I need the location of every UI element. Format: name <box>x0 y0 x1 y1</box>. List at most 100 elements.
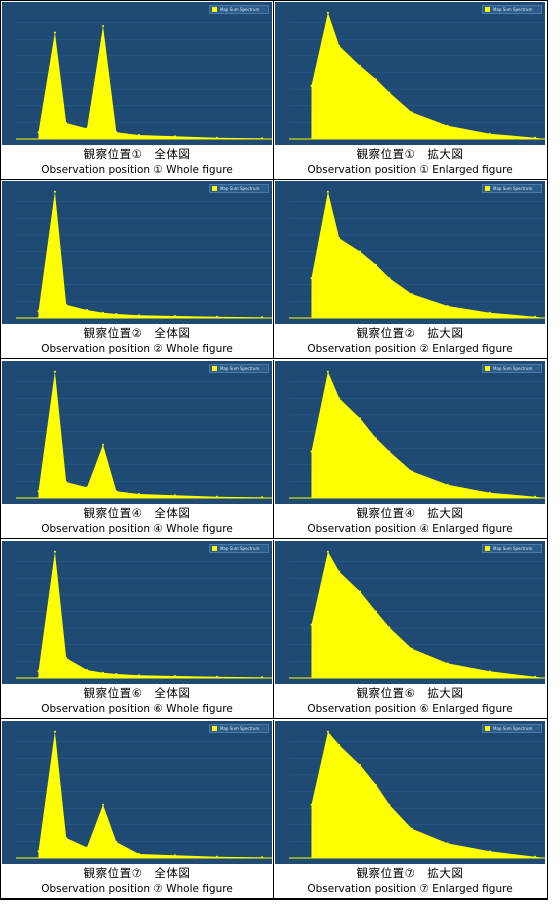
spectrum-point <box>375 783 377 786</box>
spectrum-point <box>338 397 341 400</box>
legend-swatch <box>212 7 217 12</box>
spectrum-point <box>215 675 218 678</box>
caption-japanese: 観察位置④ 拡大図 <box>356 506 464 520</box>
spectrum-point <box>102 443 104 446</box>
spectrum-panel: Map Sum Spectrum 観察位置⑥ 全体図 Observation pos… <box>1 540 274 719</box>
spectrum-area <box>311 12 545 140</box>
spectrum-point <box>86 309 88 311</box>
panel-caption: 観察位置⑦ 拡大図 Observation position ⑦ Enlarged… <box>274 865 546 898</box>
spectrum-point <box>215 495 218 498</box>
legend-swatch <box>485 7 490 12</box>
legend-label: Map Sum Spectrum <box>220 366 260 371</box>
spectrum-point <box>375 437 377 440</box>
spectrum-svg <box>289 550 545 679</box>
spectrum-point <box>37 850 40 853</box>
spectrum-point <box>53 31 56 34</box>
spectrum-point <box>115 490 118 493</box>
caption-english: Observation position ② Enlarged figure <box>307 343 513 355</box>
spectrum-panel: Map Sum Spectrum 観察位置⑦ 全体図 Observation pos… <box>1 720 274 899</box>
caption-english: Observation position ② Whole figure <box>41 343 233 355</box>
legend: Map Sum Spectrum <box>209 364 269 373</box>
spectrum-plot: Map Sum Spectrum <box>275 541 545 684</box>
spectrum-plot: Map Sum Spectrum <box>275 181 545 324</box>
spectrum-point <box>65 481 68 483</box>
spectrum-point <box>215 315 218 318</box>
spectrum-point <box>86 127 88 130</box>
caption-english: Observation position ⑥ Whole figure <box>41 703 233 715</box>
panel-caption: 観察位置① 拡大図 Observation position ① Enlarged… <box>274 146 546 179</box>
panel-caption: 観察位置⑥ 拡大図 Observation position ⑥ Enlarged… <box>274 685 546 718</box>
legend-swatch <box>485 546 490 551</box>
spectrum-area <box>311 191 545 318</box>
spectrum-point <box>446 662 449 665</box>
spectrum-point <box>310 84 313 87</box>
spectrum-point <box>411 293 413 296</box>
caption-english: Observation position ④ Enlarged figure <box>307 523 513 535</box>
caption-japanese: 観察位置① 拡大図 <box>356 147 464 161</box>
spectrum-point <box>115 841 118 843</box>
spectrum-plot: Map Sum Spectrum <box>275 2 545 145</box>
caption-japanese: 観察位置⑥ 全体図 <box>83 686 191 700</box>
spectrum-area <box>38 371 272 498</box>
spectrum-panel: Map Sum Spectrum 観察位置④ 拡大図 Observation pos… <box>274 360 548 539</box>
spectrum-point <box>102 311 104 314</box>
spectrum-point <box>534 855 536 858</box>
spectrum-panel: Map Sum Spectrum 観察位置④ 全体図 Observation pos… <box>1 360 274 539</box>
spectrum-point <box>138 674 140 677</box>
spectrum-point <box>37 490 40 493</box>
legend: Map Sum Spectrum <box>482 184 542 193</box>
legend-label: Map Sum Spectrum <box>220 726 260 731</box>
spectrum-plot: Map Sum Spectrum <box>275 361 545 504</box>
panel-caption: 観察位置④ 全体図 Observation position ④ Whole fi… <box>1 505 273 538</box>
spectrum-point <box>102 803 104 806</box>
spectrum-svg <box>16 22 272 140</box>
spectrum-point <box>375 78 377 81</box>
caption-english: Observation position ⑦ Whole figure <box>41 883 233 895</box>
spectrum-point <box>173 675 176 677</box>
spectrum-plot: Map Sum Spectrum <box>2 541 272 684</box>
legend: Map Sum Spectrum <box>209 184 269 193</box>
spectrum-svg <box>289 11 545 140</box>
spectrum-panel: Map Sum Spectrum 観察位置② 拡大図 Observation pos… <box>274 180 548 359</box>
legend-swatch <box>485 726 490 731</box>
legend-swatch <box>212 186 217 191</box>
spectrum-point <box>446 305 449 307</box>
spectrum-point <box>411 827 413 830</box>
caption-japanese: 観察位置⑦ 拡大図 <box>356 866 464 880</box>
legend-swatch <box>212 366 217 371</box>
legend-label: Map Sum Spectrum <box>493 546 533 551</box>
spectrum-point <box>446 124 449 127</box>
legend-swatch <box>212 726 217 731</box>
spectrum-point <box>359 64 361 67</box>
spectrum-point <box>326 370 329 373</box>
spectrum-point <box>375 263 377 266</box>
caption-japanese: 観察位置② 拡大図 <box>356 326 464 340</box>
spectrum-point <box>411 470 413 473</box>
spectrum-area <box>38 26 272 139</box>
spectrum-point <box>388 450 391 453</box>
spectrum-panel: Map Sum Spectrum 観察位置⑦ 拡大図 Observation pos… <box>274 720 548 899</box>
spectrum-point <box>310 803 313 806</box>
spectrum-point <box>534 136 536 139</box>
spectrum-point <box>388 277 391 280</box>
spectrum-point <box>411 647 413 650</box>
legend: Map Sum Spectrum <box>209 5 269 14</box>
legend-label: Map Sum Spectrum <box>220 7 260 12</box>
spectrum-point <box>534 675 536 678</box>
spectrum-point <box>338 44 341 47</box>
spectrum-panel: Map Sum Spectrum 観察位置⑥ 拡大図 Observation pos… <box>274 540 548 719</box>
spectrum-point <box>534 495 536 498</box>
legend-label: Map Sum Spectrum <box>493 7 533 12</box>
spectrum-point <box>488 132 491 135</box>
spectrum-point <box>388 626 391 629</box>
spectrum-point <box>375 610 377 613</box>
spectrum-point <box>115 673 118 675</box>
caption-english: Observation position ① Whole figure <box>41 164 233 176</box>
spectrum-point <box>326 550 329 553</box>
spectrum-plot: Map Sum Spectrum <box>2 2 272 145</box>
spectrum-area <box>311 731 545 858</box>
spectrum-point <box>338 237 341 240</box>
spectrum-point <box>488 311 491 314</box>
spectrum-area <box>311 371 545 498</box>
spectrum-point <box>102 671 104 674</box>
